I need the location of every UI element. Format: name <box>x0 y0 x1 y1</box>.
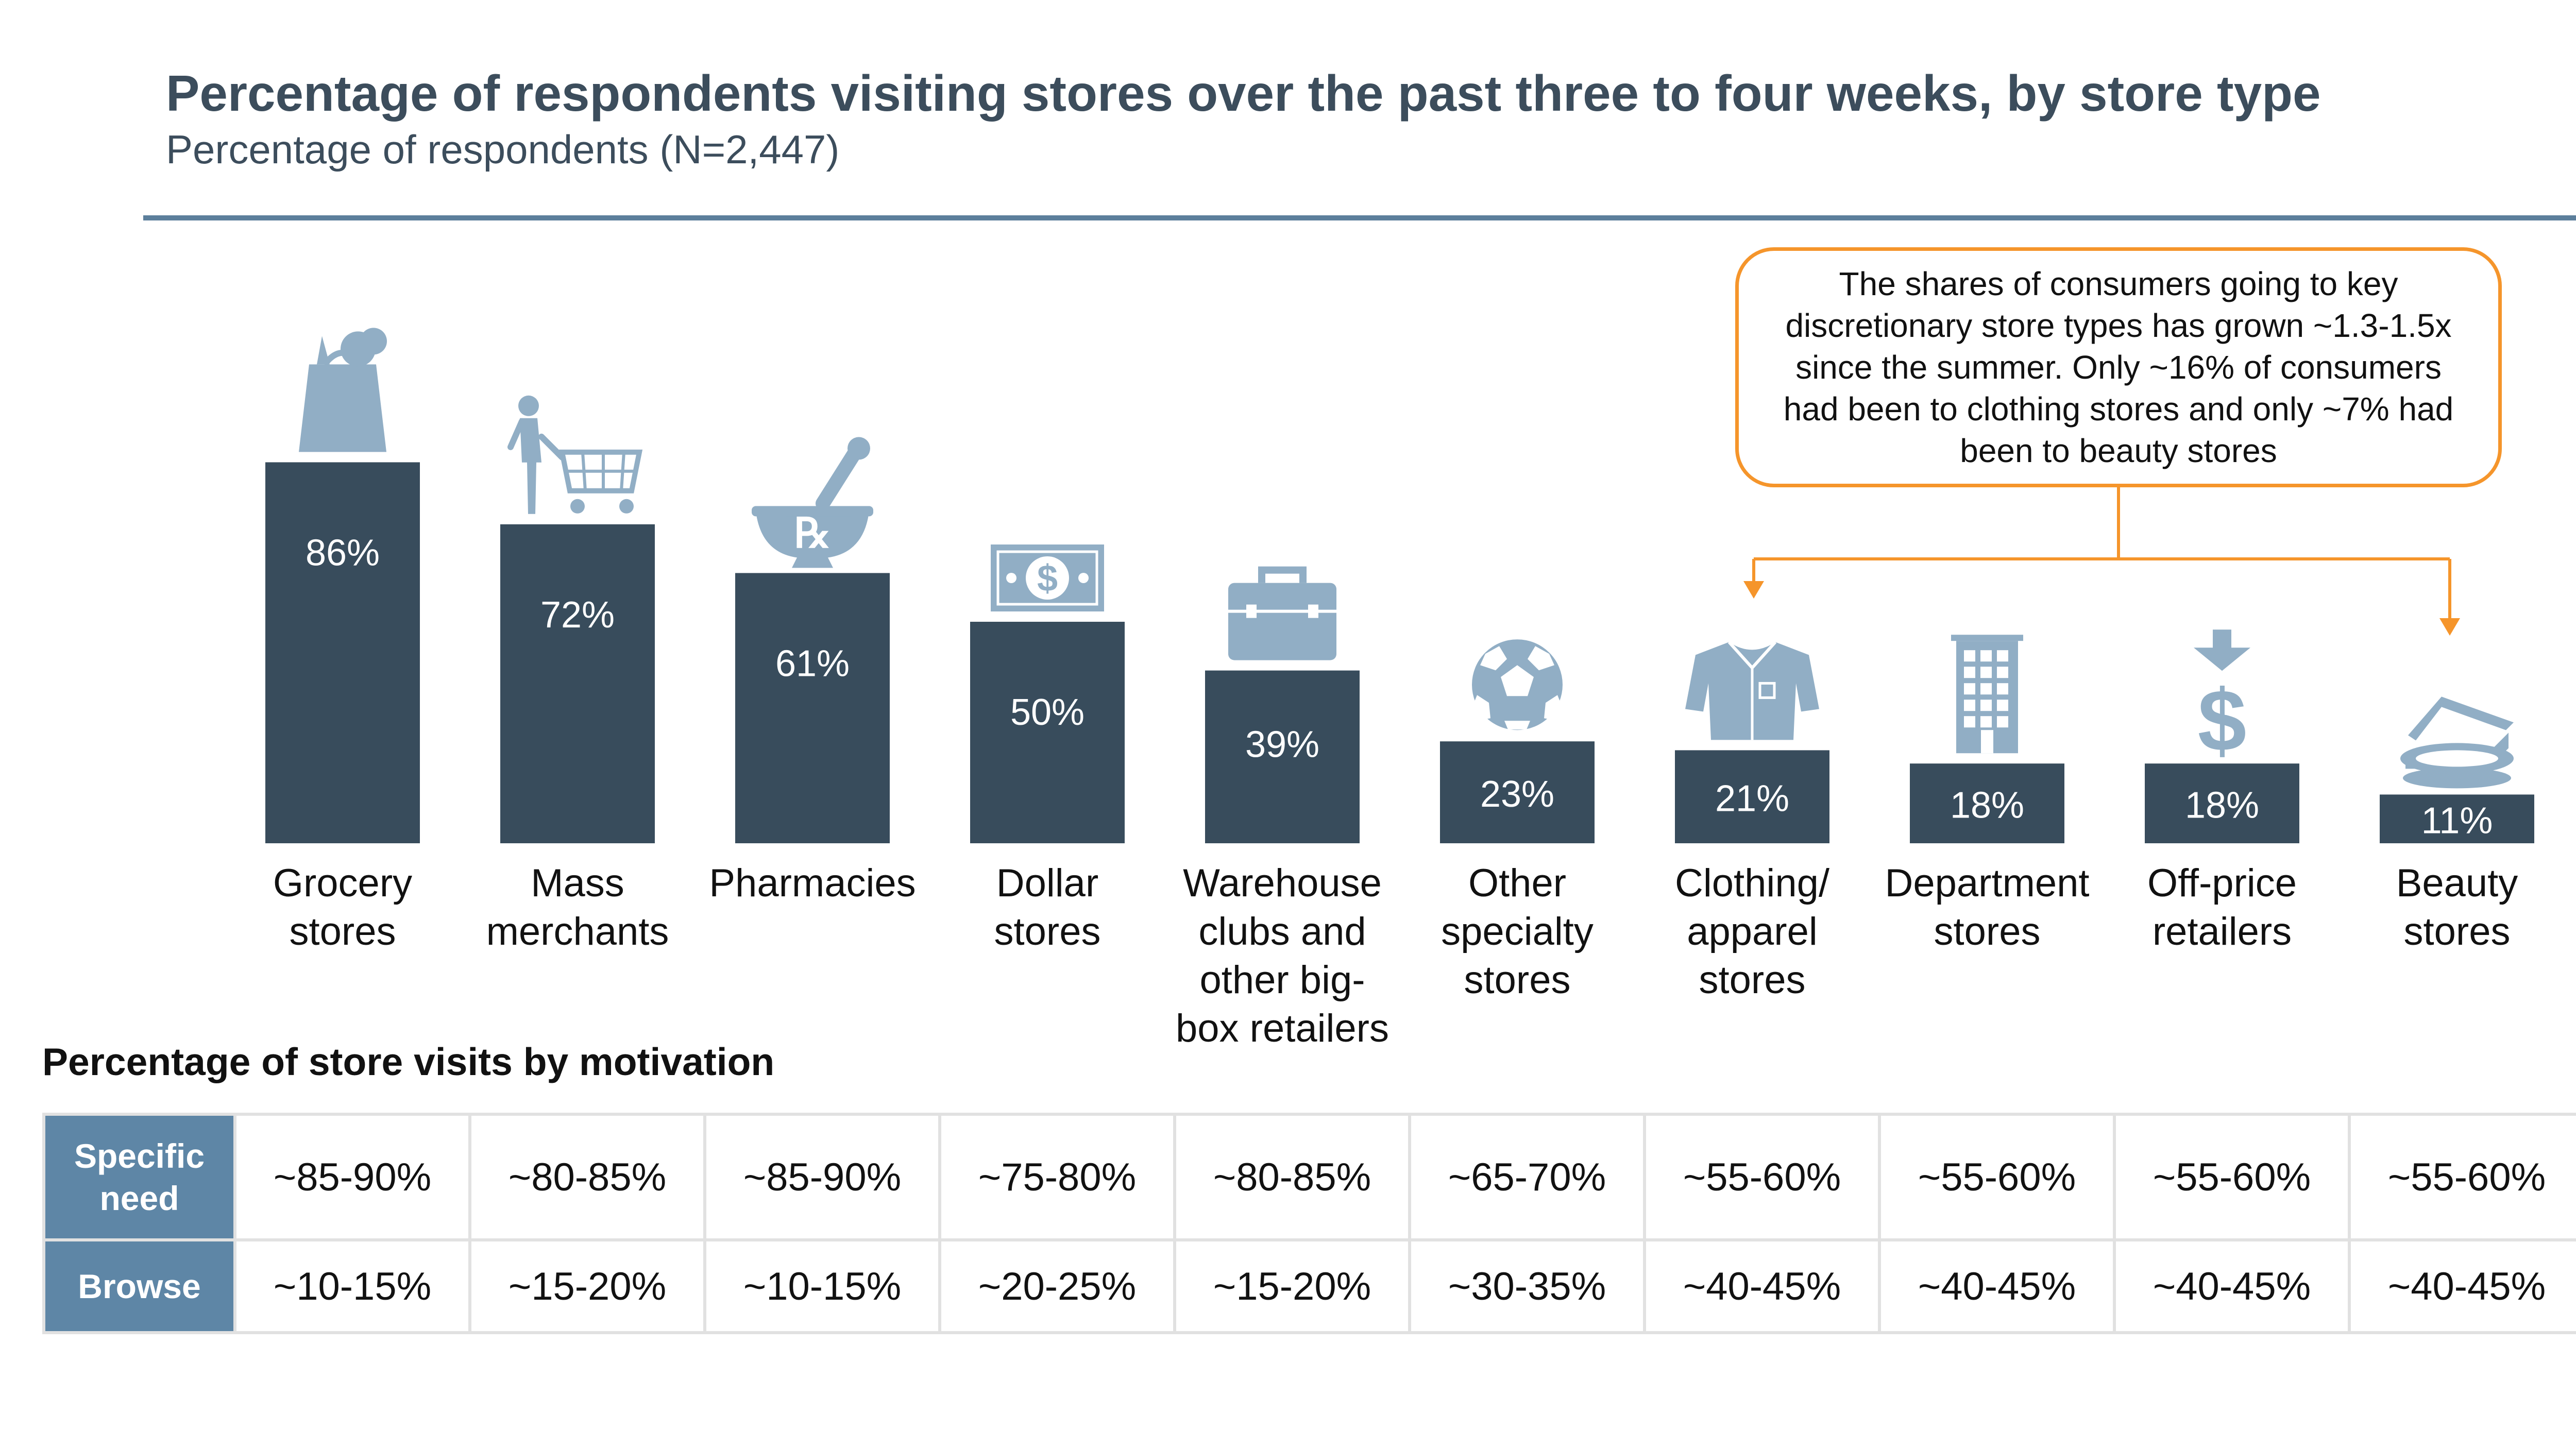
bar <box>500 524 655 843</box>
bar-value-label: 86% <box>306 532 380 573</box>
motivation-row: Specific need ~85-90% ~80-85% ~85-90% ~75-80%… <box>42 1113 2576 1241</box>
category-label: stores <box>2404 910 2511 954</box>
motivation-row: Browse ~10-15% ~15-20% ~10-15% ~20-25% ~15-20… <box>42 1238 2576 1334</box>
soccer-ball-icon <box>1472 639 1563 730</box>
category-label: Grocery <box>273 861 412 905</box>
category-label: stores <box>994 910 1101 954</box>
bar-value-label: 72% <box>540 594 615 636</box>
bar <box>1205 670 1360 843</box>
category-label: stores <box>290 910 396 954</box>
table-cell: ~40-45% <box>2348 1238 2576 1334</box>
bar <box>735 573 890 843</box>
motivation-table: Specific need ~85-90% ~80-85% ~85-90% ~75-80%… <box>42 1113 2576 1334</box>
table-cell: ~85-90% <box>233 1113 471 1241</box>
title-divider <box>143 215 2576 220</box>
table-cell: ~80-85% <box>468 1113 706 1241</box>
table-cell: ~40-45% <box>1643 1238 1881 1334</box>
table-cell: ~80-85% <box>1173 1113 1411 1241</box>
bar <box>970 622 1125 843</box>
table-cell: ~30-35% <box>1408 1238 1646 1334</box>
bar <box>2380 794 2534 843</box>
category-label: stores <box>1699 958 1806 1002</box>
bar-value-label: 23% <box>1480 774 1554 815</box>
bar-value-label: 61% <box>775 643 850 684</box>
category-label: stores <box>1464 958 1571 1002</box>
arrow-dollar-icon: $ <box>2194 629 2250 770</box>
callout-box: The shares of consumers going to key dis… <box>1735 247 2502 487</box>
category-label: Dollar <box>996 861 1099 905</box>
table-cell: ~55-60% <box>2348 1113 2576 1241</box>
mortar-pestle-rx-icon: ℞ <box>752 437 873 568</box>
category-label: Pharmacies <box>709 861 916 905</box>
table-cell: ~75-80% <box>938 1113 1176 1241</box>
callout-connector <box>1743 487 2460 636</box>
table-cell: ~15-20% <box>1173 1238 1411 1334</box>
category-label: retailers <box>2153 910 2292 954</box>
category-label: Off-price <box>2147 861 2297 905</box>
motivation-title: Percentage of store visits by motivation <box>42 1040 775 1083</box>
table-cell: ~40-45% <box>1878 1238 2116 1334</box>
dollar-bill-icon: $ <box>991 544 1104 611</box>
category-label: Department <box>1885 861 2089 905</box>
bar <box>1910 763 2064 843</box>
category-label: stores <box>1934 910 2041 954</box>
table-cell: ~55-60% <box>1643 1113 1881 1241</box>
bar <box>2145 763 2299 843</box>
callout-text: The shares of consumers going to key dis… <box>1783 265 2454 469</box>
bar-value-label: 21% <box>1715 778 1789 820</box>
svg-text:℞: ℞ <box>794 511 831 556</box>
bar-value-label: 18% <box>2185 785 2259 826</box>
table-cell: ~15-20% <box>468 1238 706 1334</box>
bar <box>265 462 420 843</box>
grocery-bag-icon <box>299 328 387 452</box>
table-cell: ~10-15% <box>703 1238 941 1334</box>
shopping-cart-icon <box>507 395 643 514</box>
bar <box>1440 741 1595 843</box>
category-label: other big- <box>1199 958 1365 1002</box>
shirt-icon <box>1685 641 1819 740</box>
building-icon <box>1951 635 2023 754</box>
category-label: specialty <box>1441 910 1594 954</box>
table-cell: ~55-60% <box>2113 1113 2351 1241</box>
category-label: apparel <box>1687 910 1818 954</box>
category-label: Warehouse <box>1183 861 1382 905</box>
toolbox-icon <box>1228 566 1336 660</box>
table-cell: ~20-25% <box>938 1238 1176 1334</box>
table-cell: ~55-60% <box>1878 1113 2116 1241</box>
chart-title: Percentage of respondents visiting store… <box>166 65 2321 122</box>
category-label: Other <box>1468 861 1566 905</box>
bar-chart: ℞ $ $ 86% 72% 61% 50% 39% 23% 21% 18% 18% 11% Groce… <box>265 328 2534 1050</box>
category-label: clubs and <box>1198 910 1366 954</box>
compact-icon <box>2400 696 2514 789</box>
table-cell: ~40-45% <box>2113 1238 2351 1334</box>
category-label: Beauty <box>2396 861 2518 905</box>
category-label: box retailers <box>1176 1007 1389 1050</box>
row-header: Browse <box>42 1238 236 1334</box>
bar-value-label: 11% <box>2421 801 2493 842</box>
category-label: Mass <box>531 861 624 905</box>
table-cell: ~10-15% <box>233 1238 471 1334</box>
bar-value-label: 50% <box>1010 692 1084 733</box>
chart-subtitle: Percentage of respondents (N=2,447) <box>166 127 840 172</box>
table-cell: ~85-90% <box>703 1113 941 1241</box>
table-cell: ~65-70% <box>1408 1113 1646 1241</box>
svg-text:$: $ <box>2198 672 2247 770</box>
svg-text:$: $ <box>1037 558 1058 599</box>
bar-value-label: 39% <box>1245 724 1319 765</box>
bar-value-label: 18% <box>1950 785 2024 826</box>
row-header: Specific need <box>42 1113 236 1241</box>
category-label: merchants <box>486 910 669 954</box>
category-label: Clothing/ <box>1675 861 1830 905</box>
bar <box>1675 750 1829 843</box>
